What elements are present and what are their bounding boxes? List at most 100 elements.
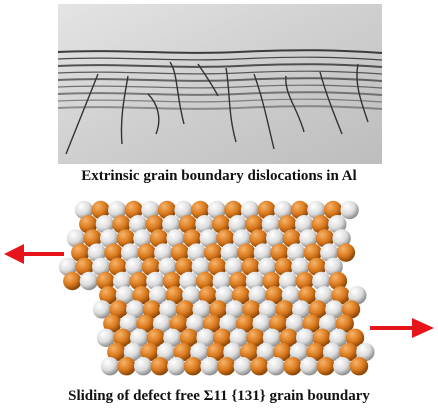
atom-orange: [273, 342, 292, 362]
atom-white: [166, 229, 185, 248]
atom-white: [285, 314, 305, 333]
atom-white: [307, 200, 326, 220]
atom-white: [253, 243, 273, 262]
atom-white: [74, 200, 94, 220]
atom-white: [232, 229, 252, 248]
atom-white: [223, 342, 242, 362]
atom-white: [119, 314, 139, 333]
atom-orange: [191, 200, 210, 220]
atom-orange: [198, 286, 218, 305]
atom-white: [152, 314, 172, 333]
atom-orange: [282, 229, 301, 248]
atom-white: [320, 243, 339, 262]
atom-orange: [175, 300, 195, 319]
atom-orange: [175, 257, 194, 276]
atom-orange: [307, 257, 327, 276]
atom-orange: [179, 328, 199, 347]
atom-orange: [195, 271, 215, 291]
atom-orange: [124, 200, 143, 220]
atom-orange: [208, 257, 227, 276]
atom-white: [312, 271, 331, 291]
atom-orange: [303, 243, 322, 262]
atom-orange: [341, 300, 361, 319]
atom-white: [179, 271, 198, 291]
atom-orange: [107, 342, 126, 362]
atom-white: [130, 328, 149, 347]
atom-white: [163, 328, 182, 347]
atom-white: [186, 314, 205, 333]
atom-white: [220, 243, 239, 262]
atom-white: [100, 229, 119, 248]
atom-white: [340, 200, 359, 220]
atom-orange: [295, 271, 314, 291]
atom-orange: [312, 328, 331, 347]
atom-white: [229, 328, 248, 347]
atom-orange: [349, 357, 369, 376]
atom-orange: [96, 271, 115, 291]
dislocation-line: [225, 67, 237, 143]
atom-white: [322, 342, 342, 362]
atom-white: [262, 328, 282, 347]
atom-orange: [146, 328, 165, 347]
atom-orange: [83, 229, 102, 248]
atom-white: [134, 357, 153, 376]
atom-white: [141, 200, 160, 220]
atom-white: [228, 215, 247, 234]
atom-orange: [183, 229, 202, 248]
atom-white: [100, 357, 120, 376]
atom-white: [158, 257, 177, 276]
atom-orange: [315, 229, 335, 248]
atom-white: [196, 328, 215, 347]
atom-orange: [328, 271, 348, 291]
atom-orange: [249, 229, 268, 248]
atom-white: [248, 286, 267, 305]
atom-orange: [270, 243, 289, 262]
atom-orange: [178, 215, 198, 234]
atom-white: [191, 257, 210, 276]
atom-orange: [265, 286, 284, 305]
atom-white: [215, 286, 234, 305]
tem-micrograph: [58, 4, 382, 164]
caption-bottom: Sliding of defect free Σ11 {131} grain b…: [68, 388, 370, 404]
atom-orange: [229, 271, 248, 291]
atom-white: [115, 286, 135, 305]
atom-orange: [239, 342, 259, 362]
atom-white: [200, 357, 219, 376]
atom-white: [92, 300, 112, 319]
dislocation-line: [65, 73, 99, 155]
atom-orange: [209, 300, 228, 319]
atom-orange: [112, 215, 131, 234]
atom-orange: [245, 215, 264, 234]
fringe-line: [58, 84, 382, 89]
atom-white: [108, 200, 127, 220]
atom-orange: [262, 271, 281, 291]
atom-orange: [103, 314, 122, 333]
atom-white: [274, 200, 293, 220]
atom-white: [278, 271, 298, 291]
atom-white: [261, 215, 281, 234]
atom-orange: [241, 257, 260, 276]
atom-orange: [145, 215, 164, 234]
atom-orange: [213, 328, 232, 347]
atom-white: [79, 271, 99, 291]
atom-white: [159, 300, 178, 319]
atom-orange: [237, 243, 256, 262]
atom-white: [292, 300, 311, 319]
atom-white: [112, 271, 132, 291]
atom-orange: [306, 342, 325, 362]
atom-orange: [308, 300, 327, 319]
atom-orange: [162, 271, 182, 291]
atom-white: [120, 243, 140, 262]
boundary-fringes: [58, 49, 382, 110]
atom-orange: [99, 286, 118, 305]
micrograph-background: [58, 4, 382, 164]
atom-orange: [335, 314, 354, 333]
atom-white: [291, 257, 310, 276]
atom-orange: [242, 300, 261, 319]
atom-white: [314, 286, 334, 305]
atom-orange: [129, 271, 148, 291]
right-pull-arrow: [370, 318, 434, 338]
atom-white: [195, 215, 214, 234]
atom-orange: [71, 243, 90, 262]
atom-orange: [202, 314, 222, 333]
